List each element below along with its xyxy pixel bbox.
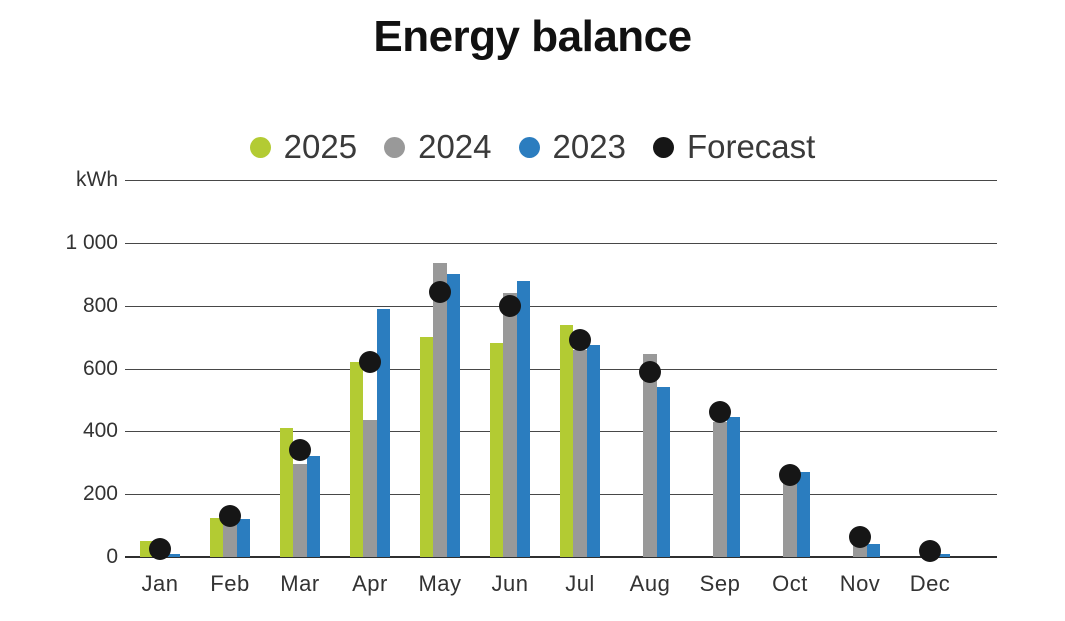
gridline-1000 — [125, 242, 997, 244]
x-tick-label-jan: Jan — [141, 571, 179, 596]
gridline-1200 — [125, 180, 997, 181]
bar-2023-jun — [516, 280, 530, 557]
forecast-dot-jan — [149, 538, 171, 561]
legend-item-2024[interactable]: 2024 — [384, 128, 492, 166]
x-tick-label-dec: Dec — [909, 571, 951, 596]
bar-2023-sep — [726, 417, 740, 557]
forecast-dot-aug — [639, 360, 661, 383]
y-tick-label-1000: 1 000 — [65, 231, 118, 254]
forecast-dot-dec — [919, 539, 941, 562]
bar-2024-jul — [573, 349, 587, 557]
gridline-800 — [125, 305, 997, 307]
legend-item-2025[interactable]: 2025 — [249, 128, 358, 166]
bar-2023-feb — [236, 519, 250, 557]
x-tick-label-jul: Jul — [565, 571, 595, 596]
bar-2024-may — [433, 263, 447, 557]
x-tick-label-mar: Mar — [280, 571, 320, 596]
y-axis-unit-label: kWh — [76, 168, 118, 191]
bar-2025-mar — [280, 428, 294, 557]
bar-2024-oct — [783, 476, 797, 557]
x-axis-line — [125, 556, 997, 558]
chart-title: Energy balance — [373, 12, 692, 61]
legend-swatch-icon-2023 — [518, 136, 540, 158]
bar-2023-jul — [586, 344, 600, 557]
bar-2024-feb — [223, 520, 237, 557]
legend-label: 2023 — [552, 128, 626, 165]
bar-2025-jul — [560, 324, 574, 557]
bar-2023-apr — [376, 308, 390, 557]
bar-2024-aug — [643, 354, 657, 557]
bar-2023-jan — [166, 554, 180, 557]
legend-label: Forecast — [686, 128, 816, 165]
bar-2025-may — [420, 337, 434, 557]
forecast-dot-sep — [709, 401, 731, 424]
forecast-dot-nov — [849, 525, 871, 548]
legend-item-forecast[interactable]: Forecast — [652, 128, 816, 166]
bar-2025-feb — [210, 517, 224, 557]
x-tick-label-jun: Jun — [491, 571, 529, 596]
bar-2023-aug — [656, 387, 670, 557]
x-tick-label-nov: Nov — [839, 571, 881, 596]
y-tick-label-800: 800 — [82, 294, 118, 317]
bar-2023-mar — [306, 456, 320, 557]
x-tick-label-feb: Feb — [210, 571, 250, 596]
bar-2023-dec — [936, 553, 950, 557]
x-tick-label-sep: Sep — [699, 571, 741, 596]
legend-item-2023[interactable]: 2023 — [518, 128, 626, 166]
y-tick-label-600: 600 — [82, 357, 118, 380]
x-tick-label-oct: Oct — [772, 571, 808, 596]
bar-2024-sep — [713, 421, 727, 557]
x-tick-label-apr: Apr — [352, 571, 388, 596]
x-tick-label-may: May — [418, 571, 462, 596]
y-tick-label-400: 400 — [82, 419, 118, 442]
forecast-dot-mar — [289, 439, 311, 462]
legend-label: 2024 — [418, 128, 492, 165]
chart-legend: 2025 2024 2023 Forecast — [0, 128, 1065, 166]
bar-2025-apr — [350, 362, 364, 557]
bar-2024-jun — [503, 293, 517, 557]
forecast-dot-apr — [359, 351, 381, 374]
forecast-dot-oct — [779, 464, 801, 487]
forecast-dot-feb — [219, 505, 241, 528]
bar-2023-oct — [796, 472, 810, 557]
legend-label: 2025 — [283, 128, 358, 165]
legend-swatch-icon-forecast — [652, 136, 674, 158]
y-tick-label-200: 200 — [82, 482, 118, 505]
y-tick-label-0: 0 — [106, 545, 118, 568]
legend-swatch-icon-2024 — [384, 136, 406, 158]
legend-swatch-icon-2025 — [249, 136, 271, 158]
bar-2024-mar — [293, 464, 307, 557]
bar-2023-nov — [866, 544, 880, 557]
forecast-dot-may — [429, 280, 451, 303]
bar-2024-apr — [363, 420, 377, 557]
forecast-dot-jun — [499, 294, 521, 317]
x-tick-label-aug: Aug — [629, 571, 671, 596]
forecast-dot-jul — [569, 329, 591, 352]
bar-2023-may — [446, 274, 460, 557]
bar-2025-jun — [490, 343, 504, 557]
